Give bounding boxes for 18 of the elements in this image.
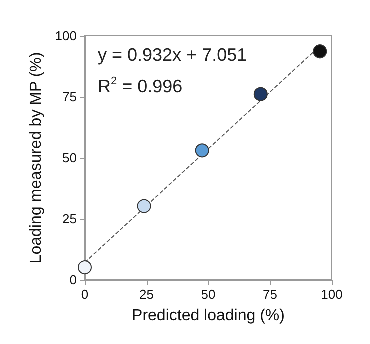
y-axis-title: Loading measured by MP (%) xyxy=(28,52,45,264)
y-tick-label: 50 xyxy=(62,150,77,166)
point xyxy=(137,199,152,214)
point xyxy=(313,44,328,59)
y-tick-label: 75 xyxy=(62,90,77,104)
point xyxy=(195,144,210,158)
x-tick-label: 100 xyxy=(321,287,343,302)
y-tick-label: 0 xyxy=(70,272,77,288)
x-tick-label: 75 xyxy=(263,287,278,302)
x-tick-label: 50 xyxy=(201,287,216,302)
x-axis-title: Predicted loading (%) xyxy=(132,308,285,324)
annotation: y = 0.932x + 7.051 xyxy=(98,45,248,65)
y-tick-label: 100 xyxy=(55,28,77,44)
point xyxy=(78,260,92,275)
point xyxy=(254,87,268,102)
x-tick-label: 0 xyxy=(81,287,89,302)
x-tick-label: 25 xyxy=(140,287,154,302)
y-tick-label: 25 xyxy=(62,212,77,226)
